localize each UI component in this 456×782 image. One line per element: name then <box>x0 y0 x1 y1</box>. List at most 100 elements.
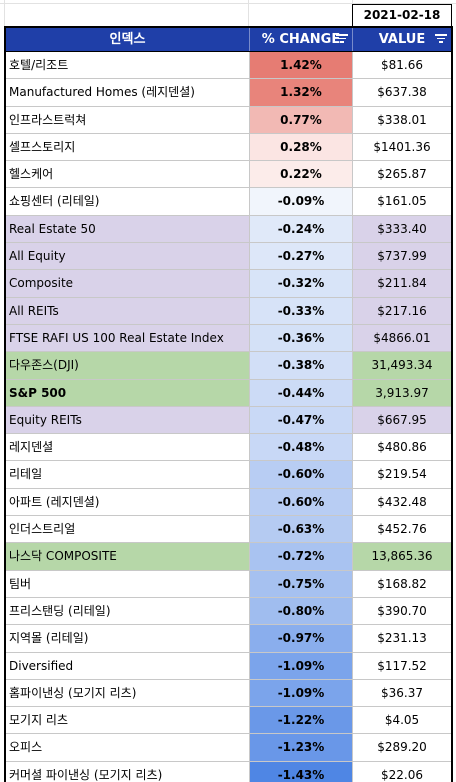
filter-icon[interactable] <box>336 34 348 44</box>
table-row: 헬스케어 0.22% $265.87 <box>6 161 451 189</box>
change-cell[interactable]: -1.09% <box>250 679 353 707</box>
change-cell[interactable]: -0.33% <box>250 297 353 324</box>
index-name-cell[interactable]: 다우존스(DJI) <box>6 352 250 379</box>
change-cell[interactable]: -0.24% <box>250 215 353 243</box>
value-cell[interactable]: $81.66 <box>353 52 451 79</box>
table-row: 레지덴셜 -0.48% $480.86 <box>6 434 451 462</box>
index-table: 인덱스 % CHANGE VALUE 호텔/리조트 1.42% $81.66 Manu… <box>4 26 453 782</box>
change-cell[interactable]: -0.09% <box>250 188 353 215</box>
value-cell[interactable]: $211.84 <box>353 270 451 297</box>
value-cell[interactable]: 3,913.97 <box>353 379 451 406</box>
index-name-cell[interactable]: 아파트 (레지덴셜) <box>6 488 250 516</box>
change-cell[interactable]: -0.75% <box>250 570 353 597</box>
date-cell[interactable]: 2021-02-18 <box>352 4 452 26</box>
table-row: 다우존스(DJI) -0.38% 31,493.34 <box>6 352 451 380</box>
index-name-cell[interactable]: 인더스트리얼 <box>6 516 250 543</box>
index-name-cell[interactable]: 지역몰 (리테일) <box>6 625 250 652</box>
value-cell[interactable]: $168.82 <box>353 570 451 597</box>
index-name-cell[interactable]: 커머셜 파이낸싱 (모기지 리츠) <box>6 761 250 782</box>
index-name-cell[interactable]: 오피스 <box>6 734 250 761</box>
header-value[interactable]: VALUE <box>353 28 451 51</box>
index-name-cell[interactable]: 모기지 리츠 <box>6 707 250 734</box>
change-cell[interactable]: 0.22% <box>250 161 353 188</box>
change-cell[interactable]: -0.32% <box>250 270 353 297</box>
change-cell[interactable]: -1.43% <box>250 761 353 782</box>
change-cell[interactable]: -0.97% <box>250 625 353 652</box>
index-name-cell[interactable]: 헬스케어 <box>6 161 250 188</box>
change-cell[interactable]: -1.23% <box>250 734 353 761</box>
value-cell[interactable]: $637.38 <box>353 79 451 106</box>
index-name-cell[interactable]: 홈파이낸싱 (모기지 리츠) <box>6 679 250 707</box>
table-row: 홈파이낸싱 (모기지 리츠) -1.09% $36.37 <box>6 679 451 708</box>
change-cell[interactable]: -0.36% <box>250 324 353 352</box>
index-name-cell[interactable]: 호텔/리조트 <box>6 52 250 79</box>
value-cell[interactable]: $22.06 <box>353 761 451 782</box>
filter-icon[interactable] <box>435 34 447 44</box>
index-name-cell[interactable]: 프리스탠딩 (리테일) <box>6 597 250 625</box>
change-cell[interactable]: -0.48% <box>250 434 353 461</box>
change-cell[interactable]: -0.38% <box>250 352 353 379</box>
index-name-cell[interactable]: 팀버 <box>6 570 250 597</box>
change-cell[interactable]: -0.72% <box>250 543 353 570</box>
header-value-label: VALUE <box>378 32 426 47</box>
change-cell[interactable]: -0.80% <box>250 597 353 625</box>
value-cell[interactable]: 13,865.36 <box>353 543 451 570</box>
index-name-cell[interactable]: FTSE RAFI US 100 Real Estate Index <box>6 324 250 352</box>
change-cell[interactable]: -1.09% <box>250 652 353 679</box>
change-cell[interactable]: 1.42% <box>250 52 353 79</box>
value-cell[interactable]: $667.95 <box>353 406 451 434</box>
index-name-cell[interactable]: 쇼핑센터 (리테일) <box>6 188 250 215</box>
value-cell[interactable]: $219.54 <box>353 461 451 488</box>
value-cell[interactable]: 31,493.34 <box>353 352 451 379</box>
header-change[interactable]: % CHANGE <box>250 28 353 51</box>
index-name-cell[interactable]: All REITs <box>6 297 250 324</box>
value-cell[interactable]: $338.01 <box>353 106 451 133</box>
change-cell[interactable]: 0.77% <box>250 106 353 133</box>
table-row: 커머셜 파이낸싱 (모기지 리츠) -1.43% $22.06 <box>6 761 451 782</box>
header-index[interactable]: 인덱스 <box>6 28 250 51</box>
index-name-cell[interactable]: 나스닥 COMPOSITE <box>6 543 250 570</box>
change-cell[interactable]: -0.60% <box>250 461 353 488</box>
value-cell[interactable]: $4866.01 <box>353 324 451 352</box>
value-cell[interactable]: $289.20 <box>353 734 451 761</box>
index-name-cell[interactable]: 셀프스토리지 <box>6 133 250 161</box>
table-row: 지역몰 (리테일) -0.97% $231.13 <box>6 625 451 653</box>
index-name-cell[interactable]: Equity REITs <box>6 406 250 434</box>
change-cell[interactable]: -0.47% <box>250 406 353 434</box>
index-name-cell[interactable]: Manufactured Homes (레지덴셜) <box>6 79 250 106</box>
table-row: All Equity -0.27% $737.99 <box>6 243 451 271</box>
change-cell[interactable]: 1.32% <box>250 79 353 106</box>
value-cell[interactable]: $737.99 <box>353 243 451 270</box>
value-cell[interactable]: $333.40 <box>353 215 451 243</box>
index-name-cell[interactable]: Composite <box>6 270 250 297</box>
change-cell[interactable]: 0.28% <box>250 133 353 161</box>
index-name-cell[interactable]: All Equity <box>6 243 250 270</box>
value-cell[interactable]: $117.52 <box>353 652 451 679</box>
value-cell[interactable]: $4.05 <box>353 707 451 734</box>
value-cell[interactable]: $452.76 <box>353 516 451 543</box>
change-cell[interactable]: -0.44% <box>250 379 353 406</box>
value-cell[interactable]: $217.16 <box>353 297 451 324</box>
value-cell[interactable]: $36.37 <box>353 679 451 707</box>
table-row: 프리스탠딩 (리테일) -0.80% $390.70 <box>6 597 451 626</box>
value-cell[interactable]: $480.86 <box>353 434 451 461</box>
change-cell[interactable]: -0.63% <box>250 516 353 543</box>
value-cell[interactable]: $1401.36 <box>353 133 451 161</box>
change-cell[interactable]: -0.27% <box>250 243 353 270</box>
index-name-cell[interactable]: 레지덴셜 <box>6 434 250 461</box>
value-cell[interactable]: $231.13 <box>353 625 451 652</box>
index-name-cell[interactable]: Real Estate 50 <box>6 215 250 243</box>
change-cell[interactable]: -0.60% <box>250 488 353 516</box>
table-row: Real Estate 50 -0.24% $333.40 <box>6 215 451 244</box>
table-row: Diversified -1.09% $117.52 <box>6 652 451 680</box>
value-cell[interactable]: $161.05 <box>353 188 451 215</box>
value-cell[interactable]: $390.70 <box>353 597 451 625</box>
table-row: 쇼핑센터 (리테일) -0.09% $161.05 <box>6 188 451 216</box>
index-name-cell[interactable]: S&P 500 <box>6 379 250 406</box>
value-cell[interactable]: $432.48 <box>353 488 451 516</box>
index-name-cell[interactable]: 인프라스트럭쳐 <box>6 106 250 133</box>
value-cell[interactable]: $265.87 <box>353 161 451 188</box>
change-cell[interactable]: -1.22% <box>250 707 353 734</box>
index-name-cell[interactable]: 리테일 <box>6 461 250 488</box>
index-name-cell[interactable]: Diversified <box>6 652 250 679</box>
